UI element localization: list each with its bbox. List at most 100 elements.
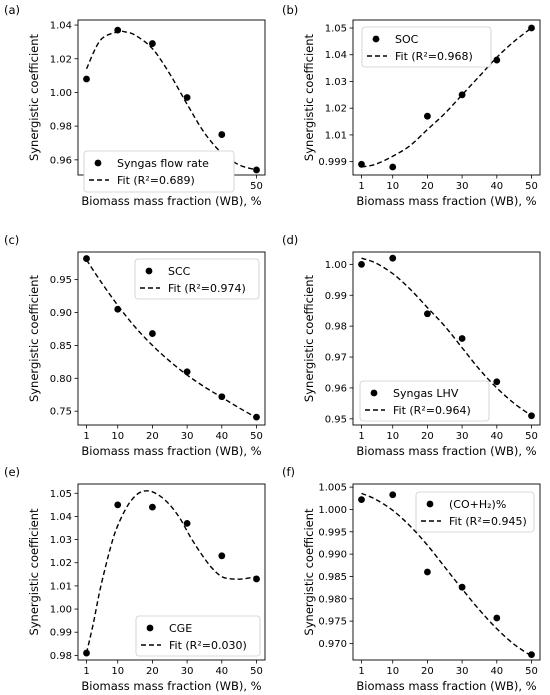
- y-tick-label: 0.96: [325, 383, 347, 394]
- data-point: [149, 503, 156, 511]
- x-axis-label: Biomass mass fraction (WB), %: [356, 444, 536, 458]
- x-tick-label: 50: [250, 666, 263, 677]
- y-tick-label: 1.04: [50, 512, 72, 523]
- panel-label: (b): [282, 3, 298, 17]
- x-tick-label: 30: [456, 431, 469, 442]
- y-tick-label: 0.99: [50, 628, 72, 639]
- x-axis-label: Biomass mass fraction (WB), %: [356, 194, 536, 208]
- x-tick-label: 40: [490, 666, 503, 677]
- legend-box: [135, 615, 261, 657]
- panel-label: (a): [4, 3, 20, 17]
- data-point: [83, 649, 90, 657]
- x-tick-label: 10: [111, 666, 124, 677]
- chart-panel-6: (f) 1 10 20 30 40 50 0.970 0.975 0.980 0.985 0.990 0…: [282, 465, 541, 693]
- legend-label: Fit (R²=0.974): [168, 282, 246, 295]
- x-tick-label: 50: [525, 181, 538, 192]
- data-point: [183, 519, 191, 527]
- panel-label: (c): [4, 233, 19, 247]
- x-axis-label: Biomass mass fraction (WB), %: [356, 679, 536, 693]
- y-tick-label: 0.985: [318, 572, 347, 583]
- legend-marker: [372, 35, 380, 43]
- x-tick-label: 20: [146, 431, 159, 442]
- y-tick-label: 0.97: [325, 353, 347, 364]
- data-point: [424, 568, 431, 576]
- data-point: [458, 91, 466, 99]
- legend-label: (CO+H₂)%: [449, 498, 506, 511]
- data-point: [114, 501, 122, 509]
- legend-box: [415, 491, 535, 533]
- fit-curve: [361, 257, 532, 417]
- data-point: [149, 330, 156, 337]
- x-tick-label: 1: [358, 666, 364, 677]
- y-tick-label: 1.01: [325, 130, 347, 141]
- panel-label: (e): [4, 465, 20, 479]
- data-point: [83, 255, 90, 262]
- data-point: [253, 166, 260, 174]
- legend: CGE Fit (R²=0.030): [135, 615, 261, 657]
- x-tick-label: 50: [250, 431, 263, 442]
- data-point: [218, 131, 226, 138]
- y-tick-label: 1.00: [50, 605, 72, 616]
- axes-frame: [352, 251, 541, 426]
- legend-marker: [145, 267, 153, 275]
- y-tick-label: 0.98: [325, 322, 347, 333]
- legend-box: [134, 258, 260, 300]
- axes-frame: [352, 483, 541, 661]
- chart-panel-5: (e) 1 10 20 30 40 50 0.98 0.99 1.00 1.01 1.02 1.03 1.…: [4, 465, 266, 693]
- y-tick-label: 1.02: [50, 558, 72, 569]
- fit-curve: [85, 30, 257, 171]
- data-point: [358, 260, 365, 268]
- data-point: [83, 75, 90, 83]
- x-tick-label: 30: [456, 181, 469, 192]
- y-tick-label: 1.02: [50, 54, 72, 65]
- y-tick-label: 0.990: [318, 550, 347, 561]
- y-axis-label: Synergistic coefficient: [302, 33, 316, 161]
- legend-label: Fit (R²=0.030): [169, 639, 247, 652]
- y-tick-label: 1.00: [50, 88, 72, 99]
- x-tick-label: 40: [215, 431, 228, 442]
- x-axis-label: Biomass mass fraction (WB), %: [81, 194, 261, 208]
- y-tick-label: 0.95: [325, 414, 347, 425]
- data-point: [149, 40, 156, 47]
- x-tick-label: 20: [421, 666, 434, 677]
- x-tick-label: 20: [421, 181, 434, 192]
- legend-label: Syngas flow rate: [117, 157, 209, 170]
- y-tick-label: 0.85: [50, 341, 72, 352]
- panel-label: (d): [282, 233, 298, 247]
- panel-label: (f): [282, 465, 295, 479]
- y-axis-label: Synergistic coefficient: [302, 274, 316, 402]
- data-point: [493, 378, 501, 386]
- x-tick-label: 30: [456, 666, 469, 677]
- x-tick-label: 1: [358, 431, 364, 442]
- data-point: [358, 496, 365, 504]
- y-tick-label: 0.96: [50, 155, 72, 166]
- y-tick-label: 1.00: [325, 260, 347, 271]
- x-axis-label: Biomass mass fraction (WB), %: [81, 679, 261, 693]
- data-point: [458, 335, 466, 342]
- y-tick-label: 0.75: [50, 407, 72, 418]
- x-tick-label: 30: [181, 431, 194, 442]
- legend-label: Syngas LHV: [393, 387, 459, 400]
- fit-curve: [85, 490, 257, 654]
- legend-box: [359, 380, 490, 422]
- legend-label: Fit (R²=0.689): [117, 174, 195, 187]
- y-tick-label: 1.05: [50, 489, 72, 500]
- y-tick-label: 0.970: [318, 639, 347, 650]
- data-point: [183, 368, 191, 376]
- data-point: [253, 413, 260, 421]
- y-tick-label: 1.02: [325, 104, 347, 115]
- x-tick-label: 30: [181, 666, 194, 677]
- data-point: [493, 614, 501, 622]
- y-tick-label: 0.980: [318, 594, 347, 605]
- axes-frame: [77, 251, 266, 426]
- data-point: [358, 160, 365, 168]
- data-point: [493, 56, 501, 64]
- y-axis-label: Synergistic coefficient: [27, 508, 41, 636]
- legend: Syngas LHV Fit (R²=0.964): [359, 380, 490, 422]
- data-point: [424, 310, 431, 318]
- x-tick-label: 40: [490, 431, 503, 442]
- legend-marker: [146, 624, 154, 632]
- data-point: [183, 94, 191, 101]
- x-tick-label: 1: [83, 666, 89, 677]
- fit-curve: [85, 259, 257, 419]
